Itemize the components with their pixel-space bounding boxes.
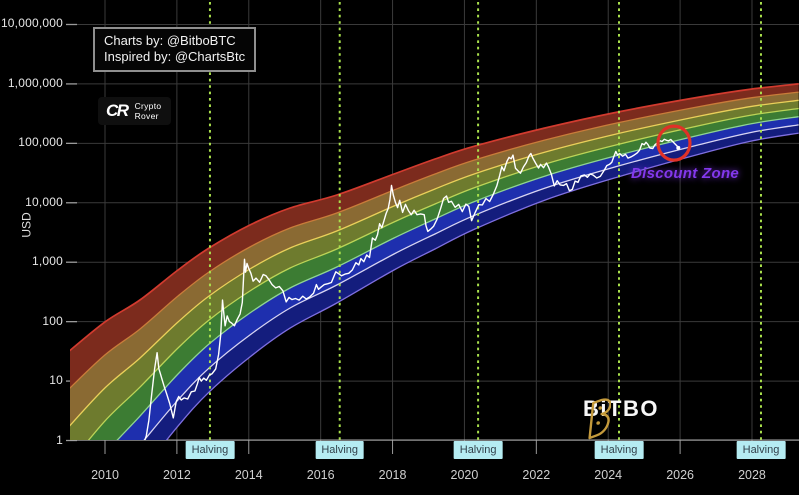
halving-label: Halving — [594, 441, 644, 459]
y-tick-label: 1,000 — [31, 254, 63, 269]
y-axis-title: USD — [19, 212, 34, 238]
price-end-dot — [676, 145, 681, 150]
band-boundary-line-5 — [143, 124, 799, 440]
bitbo-wordmark: BiTBO — [583, 396, 659, 421]
x-tick-label: 2022 — [522, 468, 551, 482]
x-tick-label: 2026 — [666, 468, 694, 482]
x-tick-label: 2016 — [306, 468, 335, 482]
x-tick-label: 2018 — [378, 468, 407, 482]
band-boundary-line-4 — [116, 116, 799, 440]
discount-zone-label: Discount Zone — [631, 165, 740, 182]
y-tick-label: 1 — [56, 432, 63, 447]
halving-lines — [208, 2, 762, 440]
y-tick-label: 10,000 — [25, 194, 63, 209]
crypto-rover-text: Crypto Rover — [135, 101, 162, 121]
bitcoin-b-icon — [588, 398, 611, 440]
crypto-rover-line1: Crypto — [134, 101, 162, 111]
band-boundary-line-1 — [70, 91, 799, 389]
y-tick-label: 100 — [42, 313, 63, 328]
rainbow-bands — [70, 83, 799, 440]
band-boundary-line-3 — [87, 107, 799, 440]
y-tick-label: 100,000 — [18, 135, 63, 150]
y-tick-label: 1,000,000 — [7, 75, 63, 90]
band-boundary-line-0 — [70, 83, 799, 352]
halving-label: Halving — [736, 441, 786, 459]
x-tick-label: 2012 — [162, 468, 191, 482]
band-boundary-line-6 — [165, 132, 799, 440]
x-tick-label: 2014 — [234, 468, 263, 482]
x-tick-label: 2010 — [91, 468, 119, 482]
discount-circle-annotation — [656, 124, 692, 162]
x-tick-label: 2024 — [594, 468, 623, 482]
halving-label: Halving — [453, 441, 503, 459]
btc-price-line — [144, 138, 681, 440]
halving-label: Halving — [185, 441, 235, 459]
attribution-box: Charts by: @BitboBTC Inspired by: @Chart… — [93, 27, 257, 72]
bitbo-logo: BiTBO — [583, 396, 659, 440]
halving-label: Halving — [315, 441, 365, 459]
x-tick-label: 2028 — [738, 468, 766, 482]
x-tick-label: 2020 — [450, 468, 479, 482]
band-boundary-line-2 — [70, 99, 799, 427]
y-tick-label: 10 — [49, 373, 63, 388]
crypto-rover-logo: CR Crypto Rover — [98, 97, 172, 125]
y-tick-label: 10,000,000 — [0, 16, 63, 31]
crypto-rover-icon: CR — [106, 101, 129, 120]
crypto-rover-line2: Rover — [134, 111, 159, 121]
attribution-line-2: Inspired by: @ChartsBtc — [104, 49, 246, 64]
attribution-line-1: Charts by: @BitboBTC — [104, 33, 236, 48]
